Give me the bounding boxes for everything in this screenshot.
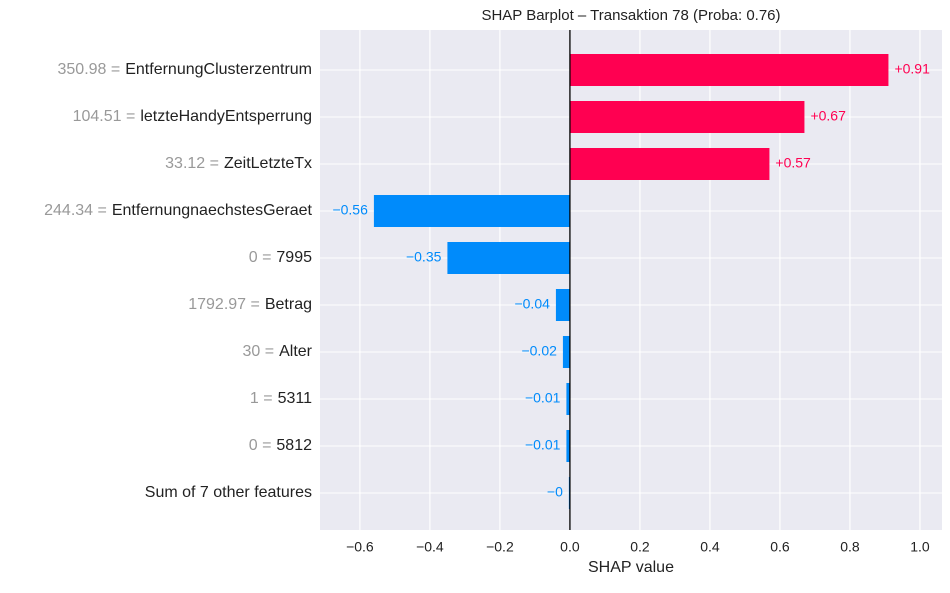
feature-value: 244.34 = bbox=[44, 202, 107, 219]
feature-name: ZeitLetzteTx bbox=[224, 155, 312, 172]
x-tick-label: 1.0 bbox=[910, 539, 930, 555]
bar bbox=[555, 289, 570, 321]
y-tick-label: 1 = 5311 bbox=[250, 390, 312, 407]
x-tick-label: 0.4 bbox=[700, 539, 720, 555]
bar bbox=[569, 148, 770, 180]
y-tick-label: 30 = Alter bbox=[243, 343, 313, 360]
y-tick-label: 244.34 = EntfernungnaechstesGeraet bbox=[44, 202, 312, 219]
y-tick-label: 0 = 7995 bbox=[249, 249, 312, 266]
y-tick-label: 104.51 = letzteHandyEntsperrung bbox=[73, 108, 312, 125]
value-label: +0.57 bbox=[775, 155, 811, 171]
x-tick-label: −0.6 bbox=[346, 539, 374, 555]
y-tick-label: 33.12 = ZeitLetzteTx bbox=[165, 155, 312, 172]
feature-name: 5311 bbox=[278, 390, 313, 407]
feature-name: letzteHandyEntsperrung bbox=[140, 108, 312, 125]
value-label: −0.01 bbox=[525, 390, 561, 406]
value-label: −0.56 bbox=[332, 202, 368, 218]
feature-value: 1792.97 = bbox=[188, 296, 260, 313]
feature-value: 0 = bbox=[249, 249, 272, 266]
chart-title: SHAP Barplot – Transaktion 78 (Proba: 0.… bbox=[481, 7, 780, 24]
feature-name: EntfernungnaechstesGeraet bbox=[112, 202, 313, 219]
y-tick-label: 1792.97 = Betrag bbox=[188, 296, 312, 313]
x-tick-label: 0.6 bbox=[770, 539, 790, 555]
feature-name: 5812 bbox=[276, 437, 312, 454]
feature-name: EntfernungClusterzentrum bbox=[125, 61, 312, 78]
feature-value: 104.51 = bbox=[73, 108, 136, 125]
feature-value: 1 = bbox=[250, 390, 273, 407]
y-tick-label: 350.98 = EntfernungClusterzentrum bbox=[58, 61, 313, 78]
x-tick-label: −0.4 bbox=[416, 539, 444, 555]
y-tick-label: Sum of 7 other features bbox=[145, 484, 312, 501]
value-label: −0 bbox=[547, 484, 563, 500]
feature-name: Betrag bbox=[265, 296, 312, 313]
value-label: −0.04 bbox=[514, 296, 550, 312]
bar bbox=[569, 101, 805, 133]
value-label: +0.91 bbox=[894, 61, 930, 77]
value-label: +0.67 bbox=[810, 108, 846, 124]
x-tick-label: 0.2 bbox=[630, 539, 650, 555]
bar bbox=[562, 336, 570, 368]
feature-value: 0 = bbox=[249, 437, 272, 454]
bar bbox=[569, 54, 889, 86]
feature-value: 30 = bbox=[243, 343, 275, 360]
feature-value: 350.98 = bbox=[58, 61, 121, 78]
feature-name: Sum of 7 other features bbox=[145, 484, 312, 501]
x-tick-label: 0.8 bbox=[840, 539, 860, 555]
y-tick-label: 0 = 5812 bbox=[249, 437, 312, 454]
x-axis-label: SHAP value bbox=[588, 559, 674, 576]
x-tick-label: 0.0 bbox=[560, 539, 580, 555]
bar bbox=[447, 242, 570, 274]
bar bbox=[373, 195, 570, 227]
bar bbox=[566, 383, 570, 415]
feature-value: 33.12 = bbox=[165, 155, 219, 172]
value-label: −0.35 bbox=[406, 249, 442, 265]
x-tick-label: −0.2 bbox=[486, 539, 514, 555]
value-label: −0.01 bbox=[525, 437, 561, 453]
bar bbox=[566, 430, 570, 462]
value-label: −0.02 bbox=[521, 343, 557, 359]
feature-name: 7995 bbox=[276, 249, 312, 266]
feature-name: Alter bbox=[279, 343, 313, 360]
